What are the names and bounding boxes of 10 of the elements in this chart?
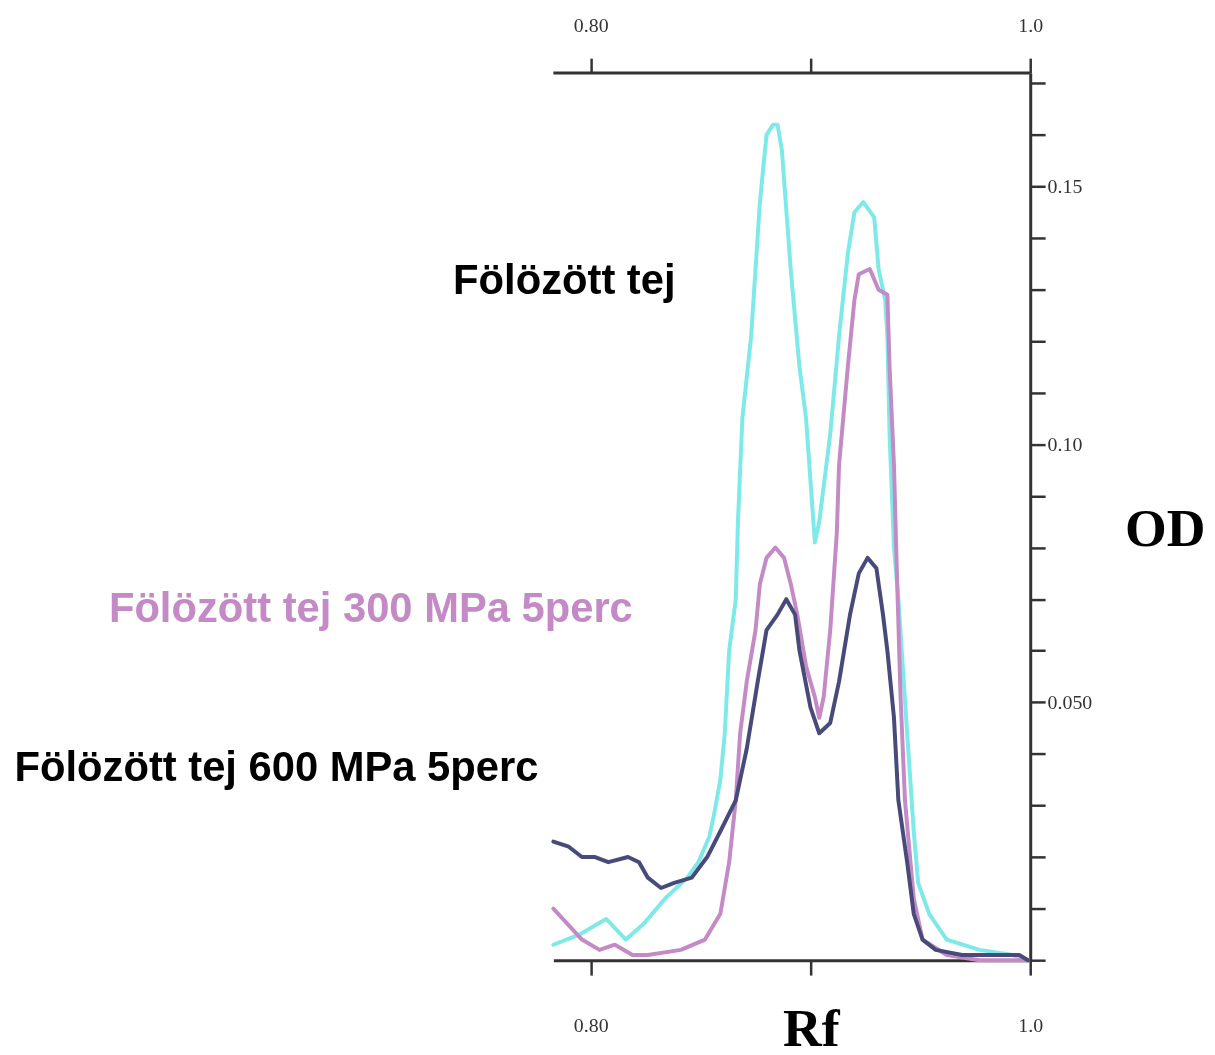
x-axis-title: Rf: [783, 998, 841, 1055]
x2-tick-label: 0.80: [573, 1014, 609, 1037]
text: Fölözött tej 300 MPa 5perc: [108, 584, 633, 632]
x2-tick-label: 1.0: [1018, 1014, 1044, 1037]
y-tick-label: 0.050: [1047, 690, 1093, 713]
y-tick-label: 0.15: [1047, 174, 1083, 197]
series-label: Fölözött tej: [453, 255, 676, 303]
series-label: Fölözött tej 600 MPa 5perc: [14, 743, 539, 791]
y-axis-title: OD: [1125, 498, 1206, 559]
y-tick-label: 0.10: [1047, 432, 1083, 455]
